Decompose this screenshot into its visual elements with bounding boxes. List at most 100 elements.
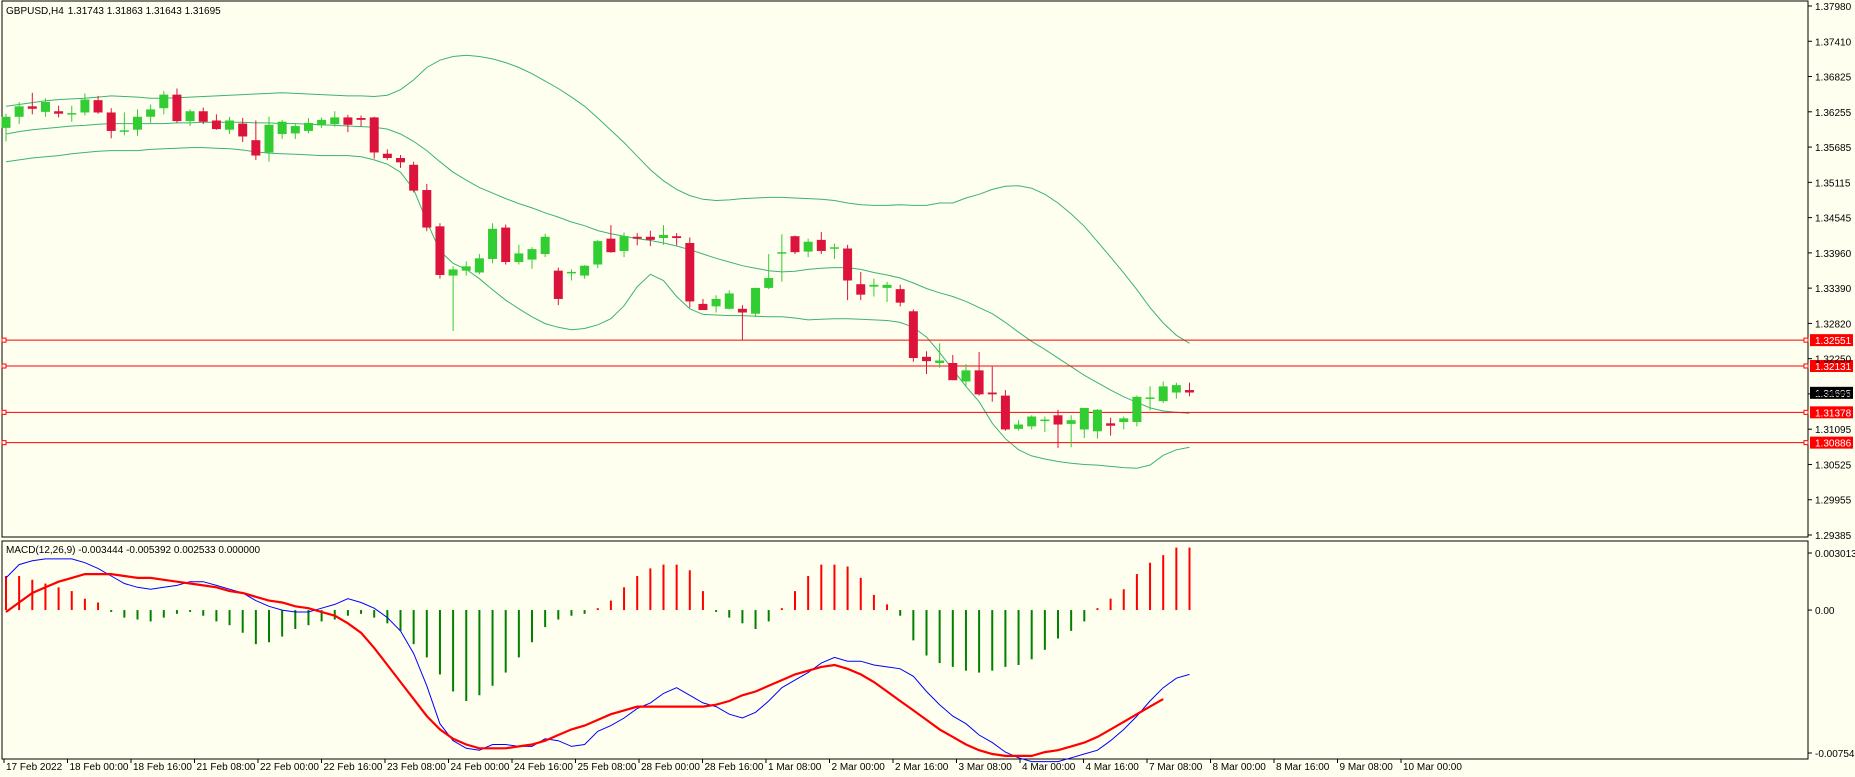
price-tick-label: 1.37980 xyxy=(1815,2,1852,13)
candle xyxy=(422,183,432,232)
candle-body xyxy=(1,116,11,128)
candle xyxy=(698,298,708,311)
macd-indicator xyxy=(5,547,1191,763)
candle-body xyxy=(882,284,892,288)
candle xyxy=(553,267,563,306)
candle xyxy=(198,107,208,125)
price-axis: 1.37980 1.37410 1.36825 1.36255 1.35685 1.351… xyxy=(1808,2,1852,542)
candle xyxy=(869,278,879,297)
candle xyxy=(330,111,340,127)
time-tick-label: 28 Feb 00:00 xyxy=(641,762,700,773)
time-tick-label: 24 Feb 00:00 xyxy=(451,762,510,773)
candle-body xyxy=(935,360,945,363)
candle-body xyxy=(1092,409,1102,432)
candle-body xyxy=(14,106,24,117)
candle-body xyxy=(777,252,787,254)
candle-body xyxy=(277,121,287,135)
candle xyxy=(1106,417,1116,436)
candle xyxy=(540,233,550,258)
candle-body xyxy=(829,247,839,249)
price-tick-label: 1.32250 xyxy=(1815,355,1852,366)
candle-body xyxy=(619,236,629,251)
time-tick-label: 28 Feb 16:00 xyxy=(705,762,764,773)
level-price-tag xyxy=(1810,406,1853,419)
candle-body xyxy=(501,227,511,263)
level-handle-right[interactable] xyxy=(1803,409,1809,415)
candle xyxy=(1,113,11,142)
candle xyxy=(580,265,590,279)
candle xyxy=(264,116,274,162)
candle xyxy=(987,366,997,402)
candle-body xyxy=(474,258,484,273)
time-tick-label: 2 Mar 00:00 xyxy=(832,762,886,773)
candle xyxy=(1171,382,1181,399)
price-tick-label: 1.31095 xyxy=(1815,425,1852,436)
candle-body xyxy=(251,140,261,156)
candle xyxy=(816,231,826,255)
candle-body xyxy=(146,109,156,117)
level-handle-left[interactable] xyxy=(1,337,7,343)
candle-body xyxy=(948,362,958,381)
level-handle-left[interactable] xyxy=(1,363,7,369)
symbol-label: GBPUSD,H4 xyxy=(6,6,64,17)
level-handle-right[interactable] xyxy=(1803,440,1809,446)
level-handle-left[interactable] xyxy=(1,409,7,415)
bollinger-lower-band xyxy=(5,147,1190,469)
level-price-label: 1.32131 xyxy=(1815,362,1852,373)
candle xyxy=(133,109,142,136)
candle-body xyxy=(843,248,853,281)
candle xyxy=(461,261,471,276)
horizontal-levels[interactable]: 1.32551 1.32131 1.31378 1.30886 1.31695 xyxy=(1,334,1853,450)
candle-body xyxy=(1106,423,1116,426)
candle-body xyxy=(356,118,366,120)
candle xyxy=(974,351,984,396)
candle xyxy=(14,102,24,125)
candle-body xyxy=(737,308,747,313)
candle xyxy=(435,223,445,279)
time-tick-label: 4 Mar 16:00 xyxy=(1086,762,1140,773)
time-tick-label: 22 Feb 16:00 xyxy=(324,762,383,773)
candle xyxy=(645,230,655,247)
candle-body xyxy=(724,293,734,309)
time-tick-label: 1 Mar 08:00 xyxy=(768,762,822,773)
candle-body xyxy=(1027,416,1037,427)
candle xyxy=(593,239,603,269)
candle xyxy=(527,247,537,269)
candle-body xyxy=(382,153,392,159)
candle-body xyxy=(238,123,248,137)
price-tick-label: 1.29955 xyxy=(1815,496,1852,507)
candle-body xyxy=(922,356,931,362)
candle xyxy=(448,266,458,331)
time-tick-label: 8 Mar 00:00 xyxy=(1213,762,1267,773)
time-tick-label: 9 Mar 08:00 xyxy=(1340,762,1394,773)
candle xyxy=(1066,415,1076,448)
candles xyxy=(1,88,1194,448)
candle-body xyxy=(290,126,300,134)
candle-body xyxy=(106,112,116,131)
price-tick-label: 1.33390 xyxy=(1815,284,1852,295)
ohlc-values: 1.31743 1.31863 1.31643 1.31695 xyxy=(68,6,221,17)
candle xyxy=(843,244,853,301)
candle xyxy=(1014,420,1024,431)
level-handle-left[interactable] xyxy=(1,440,7,446)
candle-body xyxy=(1145,397,1155,399)
level-handle-right[interactable] xyxy=(1803,363,1809,369)
candle xyxy=(185,109,195,127)
candle-body xyxy=(54,111,64,114)
candle-body xyxy=(566,271,576,274)
candle xyxy=(711,295,721,313)
candle xyxy=(356,115,366,127)
level-price-label: 1.31378 xyxy=(1815,408,1852,419)
level-price-label: 1.30886 xyxy=(1815,439,1852,450)
price-tick-label: 1.36255 xyxy=(1815,108,1852,119)
price-tick-label: 1.36825 xyxy=(1815,73,1852,84)
time-tick-label: 7 Mar 08:00 xyxy=(1149,762,1203,773)
candle-body xyxy=(856,284,866,295)
candle-body xyxy=(185,111,195,122)
candle xyxy=(737,305,747,341)
candle-body xyxy=(751,287,761,314)
level-handle-right[interactable] xyxy=(1803,337,1809,343)
candle xyxy=(829,243,839,259)
candle xyxy=(882,281,892,303)
